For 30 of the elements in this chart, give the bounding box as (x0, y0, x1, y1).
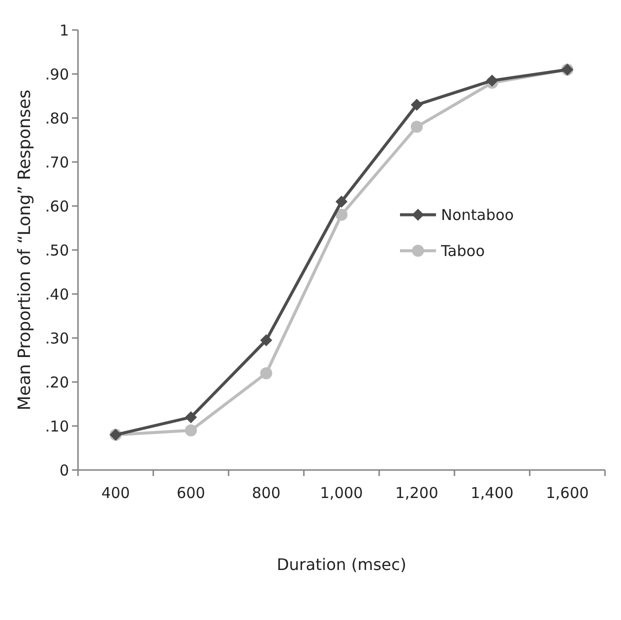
point (336, 208, 348, 221)
x-tick-label: 1,600 (546, 484, 589, 502)
y-tick-label: .50 (45, 241, 69, 260)
y-tick-label: .70 (45, 153, 69, 172)
y-tick-label: .40 (45, 285, 69, 304)
legend-label: Taboo (440, 242, 485, 260)
y-tick-label: 1 (59, 21, 69, 40)
x-tick-label: 1,400 (470, 484, 514, 502)
x-tick-label: 800 (252, 484, 281, 502)
x-axis-title: Duration (msec) (276, 555, 406, 574)
x-tick-label: 1,000 (320, 484, 363, 502)
point (410, 98, 423, 111)
point (184, 411, 197, 424)
y-tick-label: .90 (45, 65, 69, 84)
x-tick-label: 600 (176, 484, 206, 502)
y-tick-label: 0 (59, 461, 69, 480)
point (260, 334, 272, 346)
y-axis-title: Mean Proportion of “Long” Responses (15, 89, 35, 410)
legend-label: Nontaboo (441, 206, 514, 224)
y-tick-label: .80 (45, 109, 69, 128)
point (184, 424, 197, 436)
y-tick-label: .10 (45, 417, 69, 436)
y-tick-label: .30 (45, 329, 69, 348)
y-tick-label: .20 (45, 373, 69, 392)
point (260, 367, 272, 380)
point (336, 196, 348, 208)
point (410, 120, 423, 133)
x-tick-label: 1,200 (395, 484, 438, 502)
y-tick-label: .60 (45, 197, 69, 216)
x-tick-label: 400 (101, 484, 130, 502)
